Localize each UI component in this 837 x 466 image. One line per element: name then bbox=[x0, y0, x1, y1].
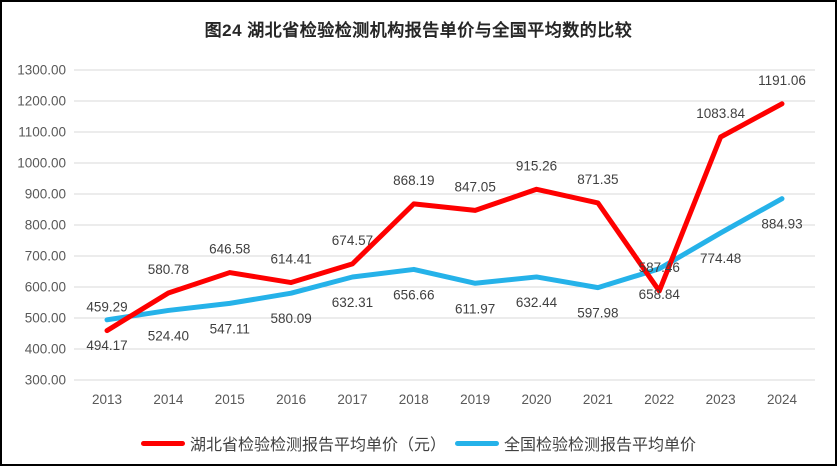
data-label-series-0: 587.46 bbox=[639, 260, 680, 275]
series-line-1 bbox=[104, 196, 785, 323]
data-label-series-1: 656.66 bbox=[393, 287, 434, 302]
x-axis-tick-label: 2019 bbox=[460, 392, 490, 407]
y-axis-tick-label: 1100.00 bbox=[18, 125, 66, 140]
data-label-series-0: 871.35 bbox=[577, 172, 618, 187]
data-label-series-0: 868.19 bbox=[393, 173, 434, 188]
y-axis-tick-label: 1300.00 bbox=[17, 63, 66, 78]
data-label-series-0: 915.26 bbox=[516, 158, 557, 173]
x-axis-tick-label: 2023 bbox=[706, 392, 736, 407]
red-line-swatch bbox=[140, 440, 185, 446]
data-label-series-1: 632.44 bbox=[516, 295, 558, 310]
x-axis-tick-label: 2015 bbox=[215, 392, 245, 407]
x-axis-tick-label: 2024 bbox=[767, 392, 798, 407]
y-axis-tick-label: 900.00 bbox=[25, 187, 66, 202]
data-label-series-0: 646.58 bbox=[209, 242, 250, 257]
blue-line-swatch bbox=[455, 440, 499, 446]
y-axis-tick-label: 500.00 bbox=[25, 311, 66, 326]
data-label-series-0: 847.05 bbox=[455, 179, 496, 194]
data-label-series-0: 1191.06 bbox=[758, 73, 806, 88]
x-axis-tick-label: 2016 bbox=[276, 392, 306, 407]
x-axis-tick-label: 2014 bbox=[153, 392, 184, 407]
data-label-series-1: 774.48 bbox=[700, 251, 741, 266]
data-label-series-1: 611.97 bbox=[455, 301, 495, 316]
y-axis-tick-label: 1200.00 bbox=[17, 94, 66, 109]
series-line-0 bbox=[104, 101, 785, 334]
x-axis-tick-label: 2022 bbox=[644, 392, 674, 407]
data-label-series-0: 459.29 bbox=[86, 300, 127, 315]
data-label-series-0: 1083.84 bbox=[696, 106, 745, 121]
x-axis-tick-label: 2017 bbox=[337, 392, 367, 407]
legend-label-hubei: 湖北省检验检测报告平均单价（元） bbox=[189, 437, 446, 454]
data-label-series-1: 524.40 bbox=[148, 328, 189, 343]
data-label-series-1: 658.84 bbox=[639, 287, 681, 302]
data-label-series-0: 674.57 bbox=[332, 233, 373, 248]
data-label-series-1: 597.98 bbox=[577, 306, 618, 321]
y-axis-tick-label: 300.00 bbox=[25, 373, 66, 388]
y-axis-tick-label: 800.00 bbox=[25, 218, 66, 233]
data-label-series-1: 494.17 bbox=[86, 338, 127, 353]
data-label-series-1: 884.93 bbox=[761, 217, 802, 232]
data-label-series-1: 632.31 bbox=[332, 295, 373, 310]
x-axis-tick-label: 2018 bbox=[399, 392, 429, 407]
legend-item-hubei: 湖北省检验检测报告平均单价（元） bbox=[140, 431, 446, 455]
x-axis-tick-label: 2021 bbox=[583, 392, 613, 407]
data-label-series-1: 547.11 bbox=[210, 321, 250, 336]
x-axis-tick-label: 2020 bbox=[522, 392, 552, 407]
chart-title: 图24 湖北省检验检测机构报告单价与全国平均数的比较 bbox=[204, 21, 633, 40]
chart-legend: 湖北省检验检测报告平均单价（元） 全国检验检测报告平均单价 bbox=[2, 431, 835, 455]
y-axis-tick-label: 700.00 bbox=[25, 249, 66, 264]
data-label-series-1: 580.09 bbox=[270, 311, 311, 326]
data-label-series-0: 580.78 bbox=[148, 262, 189, 277]
y-axis-tick-label: 1000.00 bbox=[17, 156, 66, 171]
data-label-series-0: 614.41 bbox=[270, 252, 311, 267]
legend-label-national: 全国检验检测报告平均单价 bbox=[504, 437, 697, 454]
x-axis-tick-label: 2013 bbox=[92, 392, 122, 407]
legend-item-national: 全国检验检测报告平均单价 bbox=[455, 431, 696, 455]
y-axis-tick-label: 600.00 bbox=[25, 280, 66, 295]
y-axis-tick-label: 400.00 bbox=[25, 342, 66, 357]
